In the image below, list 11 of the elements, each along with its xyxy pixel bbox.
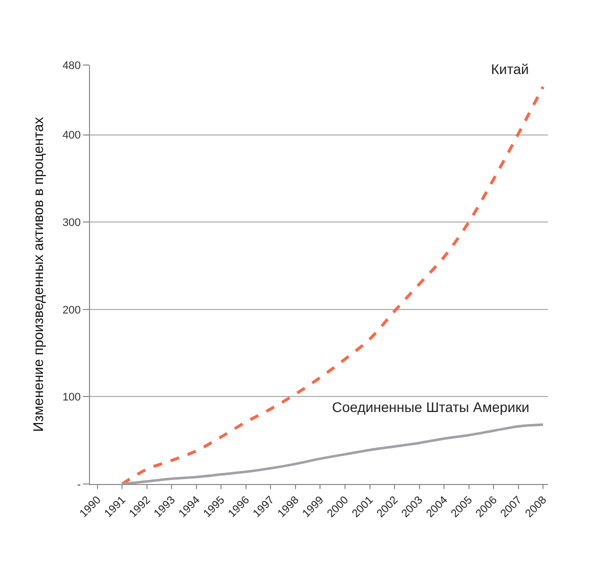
y-tick-label: 300 (62, 216, 81, 229)
series-label: Соединенные Штаты Америки (332, 399, 530, 415)
y-tick-label: 100 (62, 392, 81, 404)
y-axis-title: Изменение произведенных активов в процентах (30, 117, 46, 432)
line-series (120, 85, 545, 484)
y-tick-label: 200 (62, 304, 81, 316)
y-tick-label: 400 (62, 130, 81, 142)
y-tick-label: 480 (62, 60, 81, 72)
line-series (120, 423, 544, 484)
series-label: Китай (491, 61, 529, 77)
y-tick-label: - (77, 478, 82, 491)
